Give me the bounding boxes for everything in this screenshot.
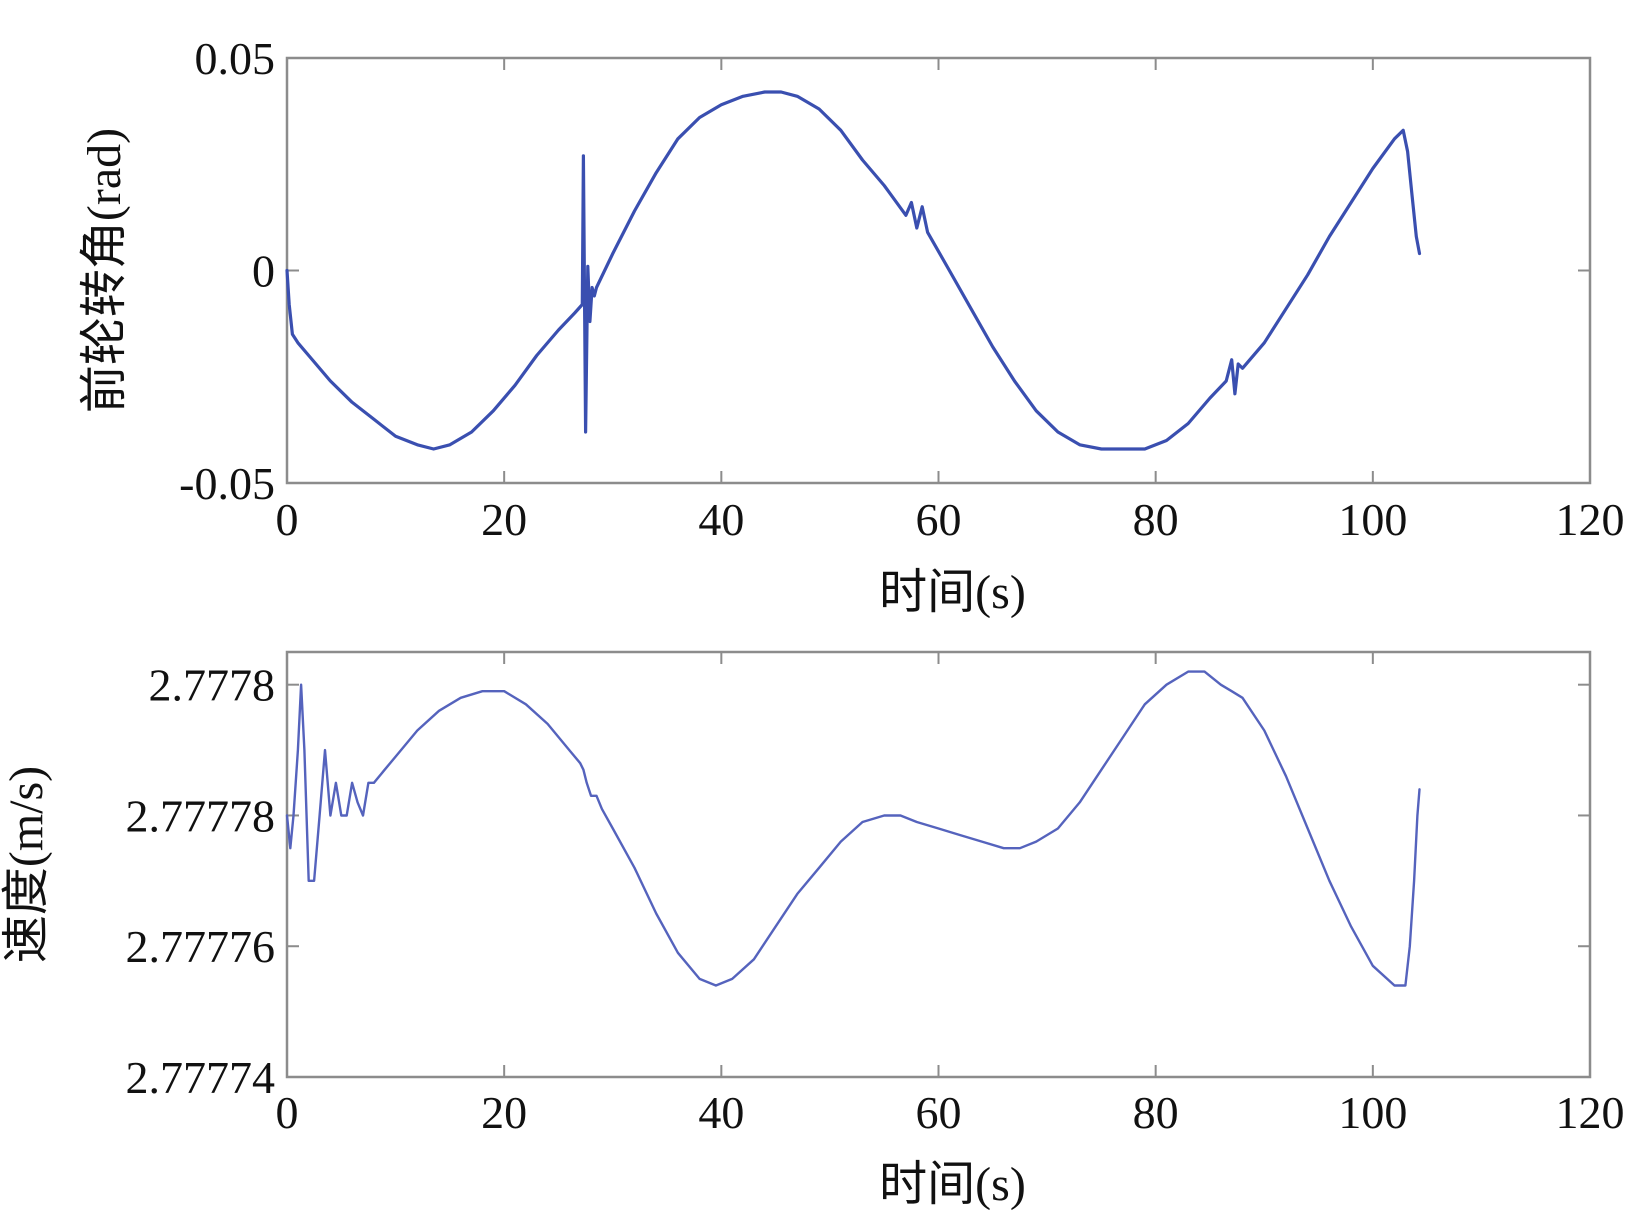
x-tick-label: 0 [276,1087,299,1138]
y-tick-label: 2.7778 [149,660,276,711]
x-tick-label: 100 [1338,1087,1407,1138]
x-tick-label: 100 [1338,494,1407,545]
y-tick-label: 0 [252,246,275,297]
x-tick-label: 80 [1133,494,1179,545]
x-tick-label: 40 [698,1087,744,1138]
plot-frame [285,650,1592,1079]
x-tick-label: 120 [1556,494,1625,545]
x-axis-label: 时间(s) [879,566,1026,619]
series-line [285,90,1422,451]
x-tick-label: 60 [916,1087,962,1138]
x-tick-label: 120 [1556,1087,1625,1138]
y-tick-label: 2.77778 [126,790,276,841]
x-tick-label: 20 [481,1087,527,1138]
x-tick-label: 80 [1133,1087,1179,1138]
series-line [285,670,1421,987]
x-tick-label: 20 [481,494,527,545]
y-tick-label: -0.05 [179,458,275,509]
y-axis-label: 速度(m/s) [0,766,53,963]
y-tick-label: 2.77774 [126,1052,276,1103]
x-tick-label: 0 [276,494,299,545]
x-tick-label: 40 [698,494,744,545]
chart-speed: 0 20 40 60 80 100 120 2.77774 2.77776 2.77778 2.77… [0,650,1625,1211]
y-tick-label: 2.77776 [126,921,276,972]
y-tick-label: 0.05 [195,33,276,84]
x-axis-label: 时间(s) [879,1158,1026,1211]
x-tick-label: 60 [916,494,962,545]
y-axis-label: 前轮转角(rad) [78,128,131,413]
